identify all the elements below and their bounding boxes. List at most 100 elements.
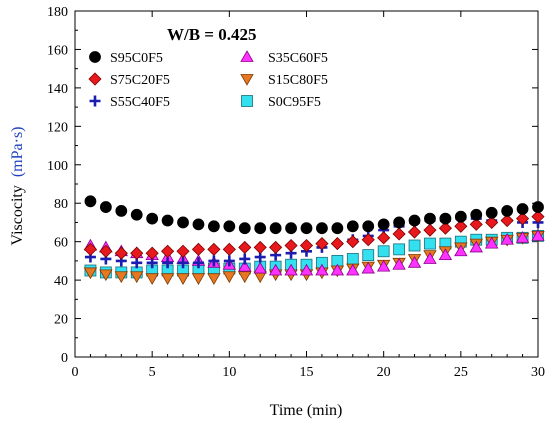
y-tick-label: 80 — [54, 197, 68, 212]
data-point — [330, 263, 345, 276]
data-point — [377, 218, 390, 231]
data-point — [331, 222, 344, 235]
y-tick-label: 40 — [54, 274, 68, 289]
data-point — [408, 239, 421, 252]
legend-marker — [89, 51, 101, 63]
data-point — [361, 233, 375, 247]
data-point — [238, 240, 252, 254]
y-tick-label: 140 — [47, 82, 68, 97]
data-point — [392, 227, 406, 241]
data-point — [238, 271, 252, 284]
data-point — [454, 219, 468, 233]
data-point — [239, 253, 251, 265]
legend-item: S15C80F5 — [240, 73, 328, 88]
data-point — [99, 269, 113, 282]
data-point — [208, 255, 220, 267]
legend: S95C0F5 S75C20F5 S55C40F5 S35C60F5 S15C80F5 S… — [88, 50, 328, 110]
x-tick-label: 25 — [454, 365, 468, 380]
data-marks — [83, 195, 545, 285]
y-tick-label: 60 — [54, 236, 68, 251]
data-point — [362, 249, 375, 262]
data-point — [346, 263, 360, 276]
data-point — [160, 273, 175, 285]
data-point — [115, 205, 128, 217]
data-point — [469, 217, 483, 231]
data-point — [269, 240, 283, 254]
data-point — [192, 218, 205, 231]
data-point — [346, 253, 359, 265]
data-point — [423, 223, 437, 237]
data-point — [500, 232, 514, 245]
data-point — [516, 212, 530, 226]
data-point — [223, 220, 236, 233]
data-point — [268, 263, 283, 276]
legend-item: S95C0F5 — [89, 51, 163, 66]
data-point — [299, 238, 314, 253]
data-point — [376, 259, 391, 272]
y-tick-label: 120 — [47, 120, 68, 135]
data-point — [114, 246, 128, 260]
data-point — [531, 229, 545, 241]
data-point — [176, 244, 190, 258]
data-point — [330, 237, 344, 251]
data-point — [362, 220, 375, 233]
data-point — [439, 212, 452, 225]
series-S75C20F5 — [83, 210, 545, 260]
data-point — [531, 210, 545, 224]
data-point — [161, 214, 174, 227]
data-point — [83, 242, 97, 256]
data-point — [253, 261, 267, 274]
legend-item: S75C20F5 — [88, 72, 170, 88]
x-tick-label: 5 — [149, 365, 156, 380]
y-tick-label: 160 — [47, 43, 68, 58]
data-point — [516, 203, 529, 215]
data-point — [515, 231, 530, 243]
data-point — [470, 208, 483, 221]
data-point — [361, 261, 375, 274]
data-point — [146, 212, 159, 225]
data-point — [454, 244, 468, 257]
data-point — [285, 222, 297, 235]
data-point — [315, 237, 329, 251]
data-point — [191, 242, 206, 256]
data-point — [393, 243, 406, 256]
data-point — [238, 222, 251, 235]
x-tick-label: 30 — [531, 365, 545, 380]
data-point — [207, 220, 220, 233]
data-point — [284, 263, 298, 276]
x-tick-label: 10 — [222, 365, 236, 380]
data-point — [346, 235, 360, 249]
data-point — [176, 273, 190, 285]
data-point — [346, 220, 359, 233]
chart-title: W/B = 0.425 — [167, 25, 257, 44]
data-point — [299, 263, 314, 276]
data-point — [162, 257, 174, 269]
data-point — [222, 242, 236, 256]
data-point — [300, 222, 313, 235]
data-point — [315, 263, 329, 276]
data-point — [99, 244, 113, 258]
x-tick-label: 15 — [300, 365, 314, 380]
data-point — [500, 213, 514, 228]
data-point — [393, 216, 406, 229]
data-point — [130, 271, 144, 284]
data-point — [485, 206, 498, 219]
data-point — [222, 271, 237, 284]
legend-marker — [241, 95, 253, 107]
data-point — [485, 236, 499, 249]
data-point — [407, 225, 422, 239]
data-point — [284, 238, 298, 253]
legend-marker — [240, 74, 254, 86]
data-point — [485, 215, 499, 230]
legend-item: S0C95F5 — [241, 95, 321, 110]
legend-label: S0C95F5 — [268, 95, 321, 110]
data-point — [377, 245, 390, 258]
legend-item: S35C60F5 — [240, 50, 328, 66]
data-point — [84, 195, 97, 208]
legend-marker — [240, 50, 254, 62]
legend-label: S35C60F5 — [268, 51, 328, 66]
legend-label: S75C20F5 — [110, 73, 170, 88]
data-point — [501, 205, 514, 217]
